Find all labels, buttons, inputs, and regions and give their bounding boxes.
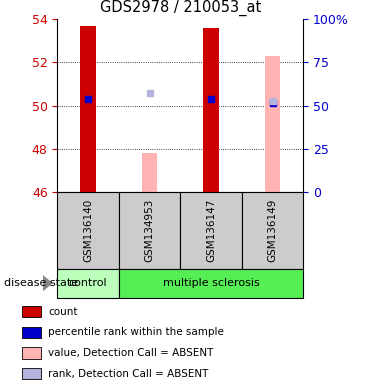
Bar	[265, 56, 280, 192]
Bar	[57, 269, 119, 298]
Text: GSM134953: GSM134953	[145, 199, 155, 262]
Bar	[80, 26, 96, 192]
Text: multiple sclerosis: multiple sclerosis	[163, 278, 259, 288]
Bar	[21, 348, 41, 359]
Bar	[21, 306, 41, 318]
Text: rank, Detection Call = ABSENT: rank, Detection Call = ABSENT	[48, 369, 209, 379]
Text: control: control	[69, 278, 107, 288]
Text: count: count	[48, 307, 78, 317]
Text: value, Detection Call = ABSENT: value, Detection Call = ABSENT	[48, 348, 213, 358]
Bar	[21, 368, 41, 379]
Text: percentile rank within the sample: percentile rank within the sample	[48, 328, 224, 338]
Bar	[181, 192, 242, 269]
Text: GSM136140: GSM136140	[83, 199, 93, 262]
Title: GDS2978 / 210053_at: GDS2978 / 210053_at	[100, 0, 261, 17]
Text: GSM136147: GSM136147	[206, 199, 216, 262]
Bar	[242, 192, 303, 269]
Bar	[204, 28, 219, 192]
Bar	[119, 192, 181, 269]
Bar	[142, 153, 157, 192]
Polygon shape	[43, 276, 52, 291]
Bar	[21, 327, 41, 338]
Bar	[57, 192, 119, 269]
Bar	[119, 269, 303, 298]
Text: disease state: disease state	[4, 278, 78, 288]
Text: GSM136149: GSM136149	[268, 199, 278, 262]
